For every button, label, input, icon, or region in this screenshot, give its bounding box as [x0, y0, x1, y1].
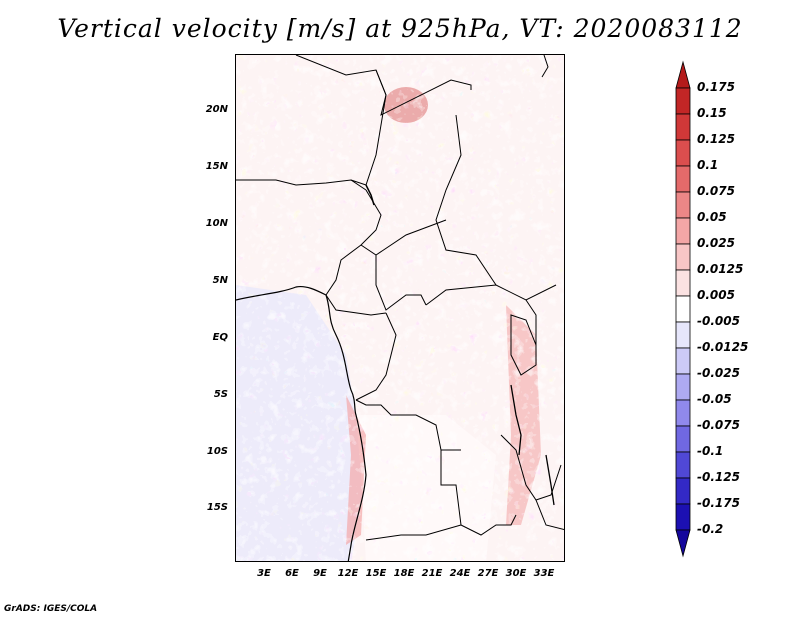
country-borders	[236, 55, 564, 561]
colorbar-label-10: -0.0125	[697, 340, 749, 354]
border-car-drc-north	[425, 284, 557, 306]
colorbar-bin-12	[675, 373, 691, 401]
lat-label-10s: 10S	[206, 446, 228, 457]
border-cameroon-car	[375, 255, 427, 311]
lon-label-18e: 18E	[393, 568, 415, 579]
lat-label-5n: 5N	[212, 275, 228, 286]
border-cameroon-gabon	[325, 294, 387, 316]
colorbar-bin-15	[675, 451, 691, 479]
velocity-map	[236, 55, 564, 561]
colorbar-bin-10	[675, 321, 691, 349]
lat-label-15s: 15S	[206, 502, 228, 513]
colorbar-label-3: 0.1	[697, 158, 719, 172]
nile-delta-fragment	[541, 55, 549, 78]
colorbar-bin-3	[675, 139, 691, 167]
lon-label-3e: 3E	[257, 568, 271, 579]
lake-malawi	[545, 454, 555, 506]
lat-label-eq: EQ	[212, 332, 228, 343]
colorbar-label-14: -0.1	[697, 444, 724, 458]
lat-label-5s: 5S	[213, 389, 228, 400]
border-libya	[295, 55, 472, 116]
lon-label-12e: 12E	[337, 568, 359, 579]
map-panel	[235, 54, 565, 562]
colorbar-label-8: 0.005	[697, 288, 735, 302]
colorbar-bin-0	[675, 60, 691, 89]
colorbar-label-0: 0.175	[697, 80, 735, 94]
border-drc-uganda	[525, 299, 537, 345]
colorbar-bin-4	[675, 165, 691, 193]
colorbar-label-11: -0.025	[697, 366, 740, 380]
lake-victoria	[510, 314, 537, 376]
lon-label-9e: 9E	[313, 568, 327, 579]
colorbar-bin-16	[675, 477, 691, 505]
colorbar-bin-5	[675, 191, 691, 219]
colorbar-label-16: -0.175	[697, 496, 740, 510]
border-niger-chad	[350, 69, 387, 186]
border-tanzania-zambia	[500, 434, 562, 501]
colorbar-label-4: 0.075	[697, 184, 735, 198]
grads-credit: GrADS: IGES/COLA	[4, 604, 98, 614]
lon-label-6e: 6E	[285, 568, 299, 579]
colorbar-bin-1	[675, 87, 691, 115]
colorbar-label-7: 0.0125	[697, 262, 744, 276]
lon-label-33e: 33E	[533, 568, 555, 579]
colorbar-label-13: -0.075	[697, 418, 740, 432]
border-congo-drc	[355, 312, 397, 401]
lon-label-21e: 21E	[421, 568, 443, 579]
lon-label-15e: 15E	[365, 568, 387, 579]
velocity-texture	[236, 55, 564, 561]
atlantic-coastline	[236, 285, 367, 561]
border-malawi	[535, 499, 564, 531]
lake-chad	[365, 184, 375, 206]
colorbar-label-2: 0.125	[697, 132, 735, 146]
colorbar-label-17: -0.2	[697, 522, 724, 536]
border-chad-car	[360, 219, 447, 256]
colorbar-bin-18	[675, 529, 691, 558]
colorbar	[675, 60, 691, 558]
colorbar-label-5: 0.05	[697, 210, 727, 224]
lon-label-24e: 24E	[449, 568, 471, 579]
border-niger-nigeria	[236, 179, 367, 191]
colorbar-bin-17	[675, 503, 691, 531]
colorbar-label-6: 0.025	[697, 236, 735, 250]
colorbar-label-1: 0.15	[697, 106, 727, 120]
colorbar-bin-13	[675, 399, 691, 427]
colorbar-label-12: -0.05	[697, 392, 732, 406]
lon-label-27e: 27E	[477, 568, 499, 579]
border-zambia-zimbabwe	[460, 514, 517, 536]
colorbar-bin-8	[675, 269, 691, 297]
colorbar-bin-11	[675, 347, 691, 375]
colorbar-bin-14	[675, 425, 691, 453]
border-drc-angola	[355, 399, 461, 451]
colorbar-bin-7	[675, 243, 691, 271]
lat-label-20n: 20N	[205, 104, 228, 115]
colorbar-label-15: -0.125	[697, 470, 740, 484]
border-chad-sudan	[435, 114, 497, 286]
colorbar-bin-6	[675, 217, 691, 245]
chart-title: Vertical velocity [m/s] at 925hPa, VT: 2…	[57, 14, 743, 43]
lat-label-15n: 15N	[205, 161, 228, 172]
colorbar-label-9: -0.005	[697, 314, 740, 328]
lake-tanganyika	[510, 384, 522, 456]
lat-label-10n: 10N	[205, 218, 228, 229]
colorbar-bin-2	[675, 113, 691, 141]
lon-label-30e: 30E	[505, 568, 527, 579]
colorbar-bin-9	[675, 295, 691, 323]
